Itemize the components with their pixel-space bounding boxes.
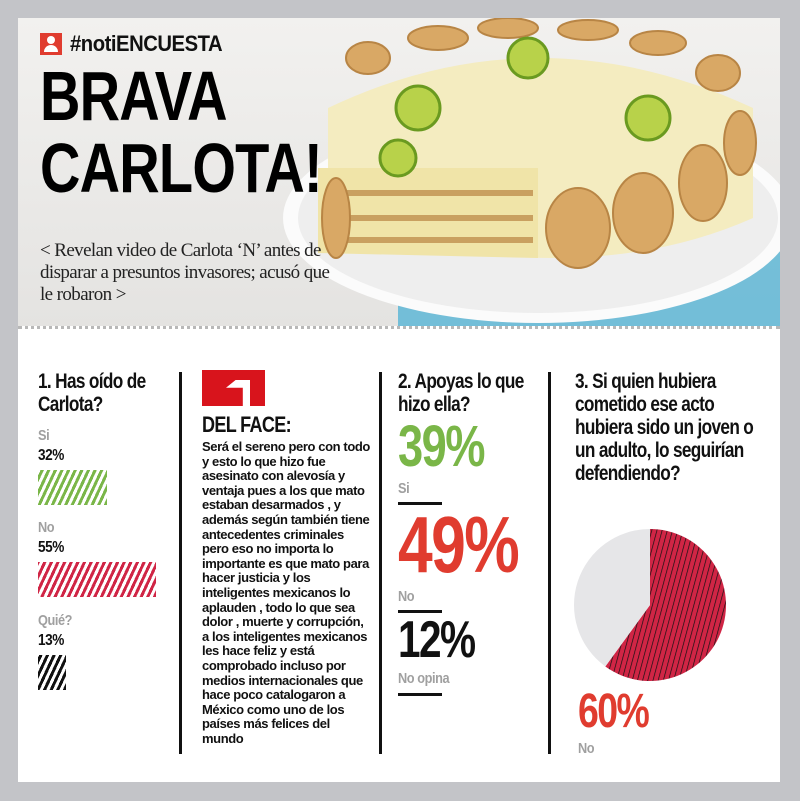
question-2-title: 2. Apoyas lo que hizo ella? [398, 370, 524, 416]
answer-label: No [398, 588, 415, 605]
question-1-title: 1. Has oído de Carlota? [38, 370, 146, 416]
pie-slice-other [574, 529, 650, 667]
bar-si [38, 470, 107, 505]
face-comment: Será el sereno pero con todo y esto lo q… [202, 439, 370, 746]
pie-value: 60% [578, 685, 650, 738]
deck: < Revelan video de Carlota ‘N’ antes de … [40, 240, 330, 305]
column-divider [548, 372, 551, 754]
divider-rule [398, 502, 442, 505]
hero-banner: #notiENCUESTA BRAVA CARLOTA! < Revelan v… [18, 18, 780, 326]
headline: BRAVA CARLOTA! [40, 57, 323, 207]
bar-value: 32% [38, 447, 64, 464]
hashtag-tag: #notiENCUESTA [40, 32, 235, 56]
column-divider [179, 372, 182, 754]
bar-label: Quié? [38, 612, 73, 629]
question-3-title: 3. Si quien hubiera cometido ese acto hu… [575, 370, 754, 485]
answer-value-si: 39% [398, 414, 485, 479]
bar-quie [38, 655, 66, 690]
divider-rule [398, 693, 442, 696]
answer-label: No opina [398, 670, 450, 687]
answer-value-no-opina: 12% [398, 611, 476, 669]
answer-value-no: 49% [398, 500, 520, 589]
bar-no [38, 562, 156, 597]
headline-line-2: CARLOTA! [40, 129, 323, 207]
face-title: DEL FACE: [202, 412, 292, 437]
bar-label: No [38, 519, 55, 536]
pie-chart [574, 529, 726, 681]
user-icon [40, 33, 62, 55]
bar-value: 13% [38, 632, 64, 649]
bar-value: 55% [38, 539, 64, 556]
pie-slice-no [605, 529, 726, 681]
answer-label: Si [398, 480, 410, 497]
facebook-icon [202, 370, 265, 406]
cake-photo [283, 18, 780, 326]
dotted-divider [18, 326, 780, 340]
bar-label: Si [38, 427, 50, 444]
column-divider [379, 372, 382, 754]
divider-rule [398, 610, 442, 613]
pie-label: No [578, 740, 595, 757]
hashtag: #notiENCUESTA [70, 31, 223, 56]
headline-line-1: BRAVA [40, 57, 228, 135]
